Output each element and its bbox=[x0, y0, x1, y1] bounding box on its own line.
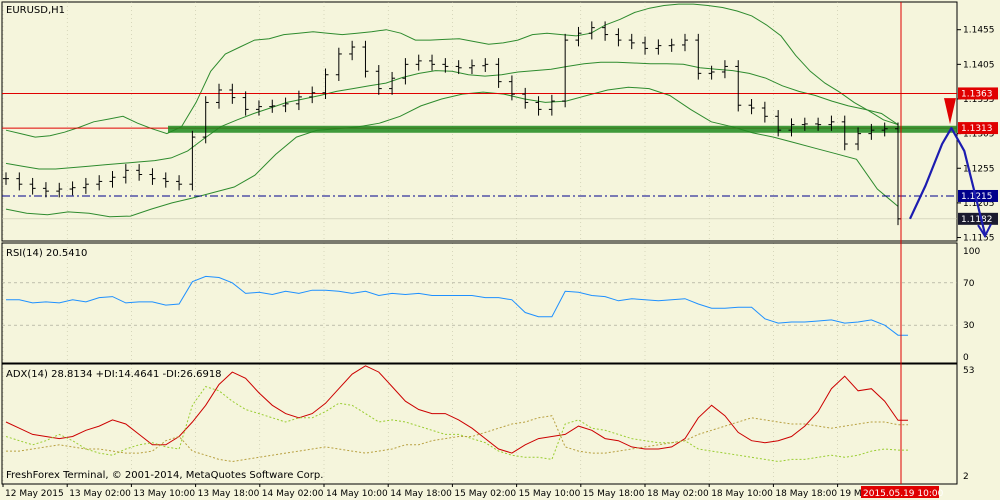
plus-di-line bbox=[5, 386, 908, 463]
time-tick-label: 18 May 10:00 bbox=[711, 489, 773, 499]
price-tick-label: 1.1455 bbox=[963, 26, 995, 36]
price-tick-label: 1.1155 bbox=[963, 234, 995, 244]
time-tick-label: 14 May 10:00 bbox=[326, 489, 388, 499]
time-tick-label: 13 May 02:00 bbox=[69, 489, 131, 499]
price-grid bbox=[2, 2, 838, 484]
time-tick-label: 13 May 18:00 bbox=[198, 489, 260, 499]
rsi-line bbox=[6, 275, 908, 336]
rsi-axis-ticks: 100 70 30 0 bbox=[963, 247, 980, 363]
rsi-panel-title: RSI(14) 20.5410 bbox=[6, 248, 87, 259]
time-cursor-tag-bg bbox=[861, 486, 939, 498]
copyright-text: FreshForex Terminal, © 2001-2014, MetaQu… bbox=[6, 470, 323, 481]
price-tag-red bbox=[958, 87, 998, 100]
current-price-tag bbox=[958, 212, 998, 225]
price-tick-label: 1.1305 bbox=[963, 130, 995, 140]
price-tick-label: 1.1355 bbox=[963, 95, 995, 105]
price-bars bbox=[3, 21, 901, 226]
price-tick-label: 1.1405 bbox=[963, 60, 995, 70]
horizontal-levels[interactable] bbox=[2, 92, 957, 220]
rsi-tick-label: 0 bbox=[963, 353, 969, 363]
time-tick-label: 13 May 10:00 bbox=[133, 489, 195, 499]
rsi-tick-label: 30 bbox=[963, 321, 975, 331]
price-tag-blue bbox=[958, 189, 998, 202]
rsi-panel-frame bbox=[1, 242, 958, 364]
price-tag-red bbox=[958, 122, 998, 135]
adx-panel-title: ADX(14) 28.8134 +DI:14.4641 -DI:26.6918 bbox=[6, 369, 222, 380]
price-tag-label: 1.1363 bbox=[961, 89, 993, 99]
adx-panel-frame bbox=[1, 363, 958, 485]
time-tick-label: 15 May 10:00 bbox=[519, 489, 581, 499]
minus-di-line bbox=[6, 415, 908, 463]
price-panel-title: EURUSD,H1 bbox=[6, 5, 65, 16]
support-zone-line[interactable] bbox=[168, 125, 957, 133]
price-tick-label: 1.1255 bbox=[963, 164, 995, 174]
forecast-curve[interactable] bbox=[909, 127, 987, 235]
time-tick-label: 14 May 02:00 bbox=[262, 489, 324, 499]
adx-panel[interactable]: 53 2 ADX(14) 28.8134 +DI:14.4641 -DI:26.6… bbox=[1, 363, 974, 485]
time-cursor-tag: 2015.05.19 10:00 bbox=[861, 486, 944, 499]
rsi-series-line bbox=[6, 275, 908, 336]
time-tick-label: 18 May 02:00 bbox=[647, 489, 709, 499]
bollinger-middle-line bbox=[5, 61, 899, 170]
time-tick-label: 12 May 2015 bbox=[5, 489, 64, 499]
down-arrow-marker bbox=[944, 98, 956, 125]
current-price-label: 1.1182 bbox=[961, 215, 993, 225]
price-panel-frame bbox=[1, 1, 958, 242]
bollinger-upper-line bbox=[5, 3, 899, 138]
time-axis: 12 May 2015 13 May 02:00 13 May 10:00 13 Ma… bbox=[2, 484, 874, 499]
adx-tick-label: 53 bbox=[963, 366, 974, 376]
price-tag-label: 1.1313 bbox=[961, 124, 993, 134]
time-cursor-tag-label: 2015.05.19 10:00 bbox=[863, 489, 944, 499]
price-tick-label: 1.1205 bbox=[963, 199, 995, 209]
forecast-drawing[interactable] bbox=[909, 98, 992, 239]
adx-tick-label: 2 bbox=[963, 472, 969, 482]
time-tick-label: 14 May 18:00 bbox=[390, 489, 452, 499]
rsi-tick-label: 100 bbox=[963, 247, 980, 257]
time-tick-label: 15 May 02:00 bbox=[454, 489, 516, 499]
rsi-tick-label: 70 bbox=[963, 279, 975, 289]
time-tick-label: 19 May bbox=[840, 489, 874, 499]
adx-main-line bbox=[5, 365, 908, 454]
price-chart-panel[interactable]: 1.1455 1.1405 1.1355 1.1305 1.1255 1.1205 1.11… bbox=[1, 1, 998, 484]
forecast-arrow-head bbox=[977, 223, 992, 239]
time-tick-label: 18 May 18:00 bbox=[775, 489, 837, 499]
rsi-panel[interactable]: 100 70 30 0 RSI(14) 20.5410 bbox=[1, 242, 980, 364]
adx-lines bbox=[5, 365, 908, 463]
time-tick-label: 15 May 18:00 bbox=[583, 489, 645, 499]
adx-axis-ticks: 53 2 bbox=[963, 366, 974, 482]
